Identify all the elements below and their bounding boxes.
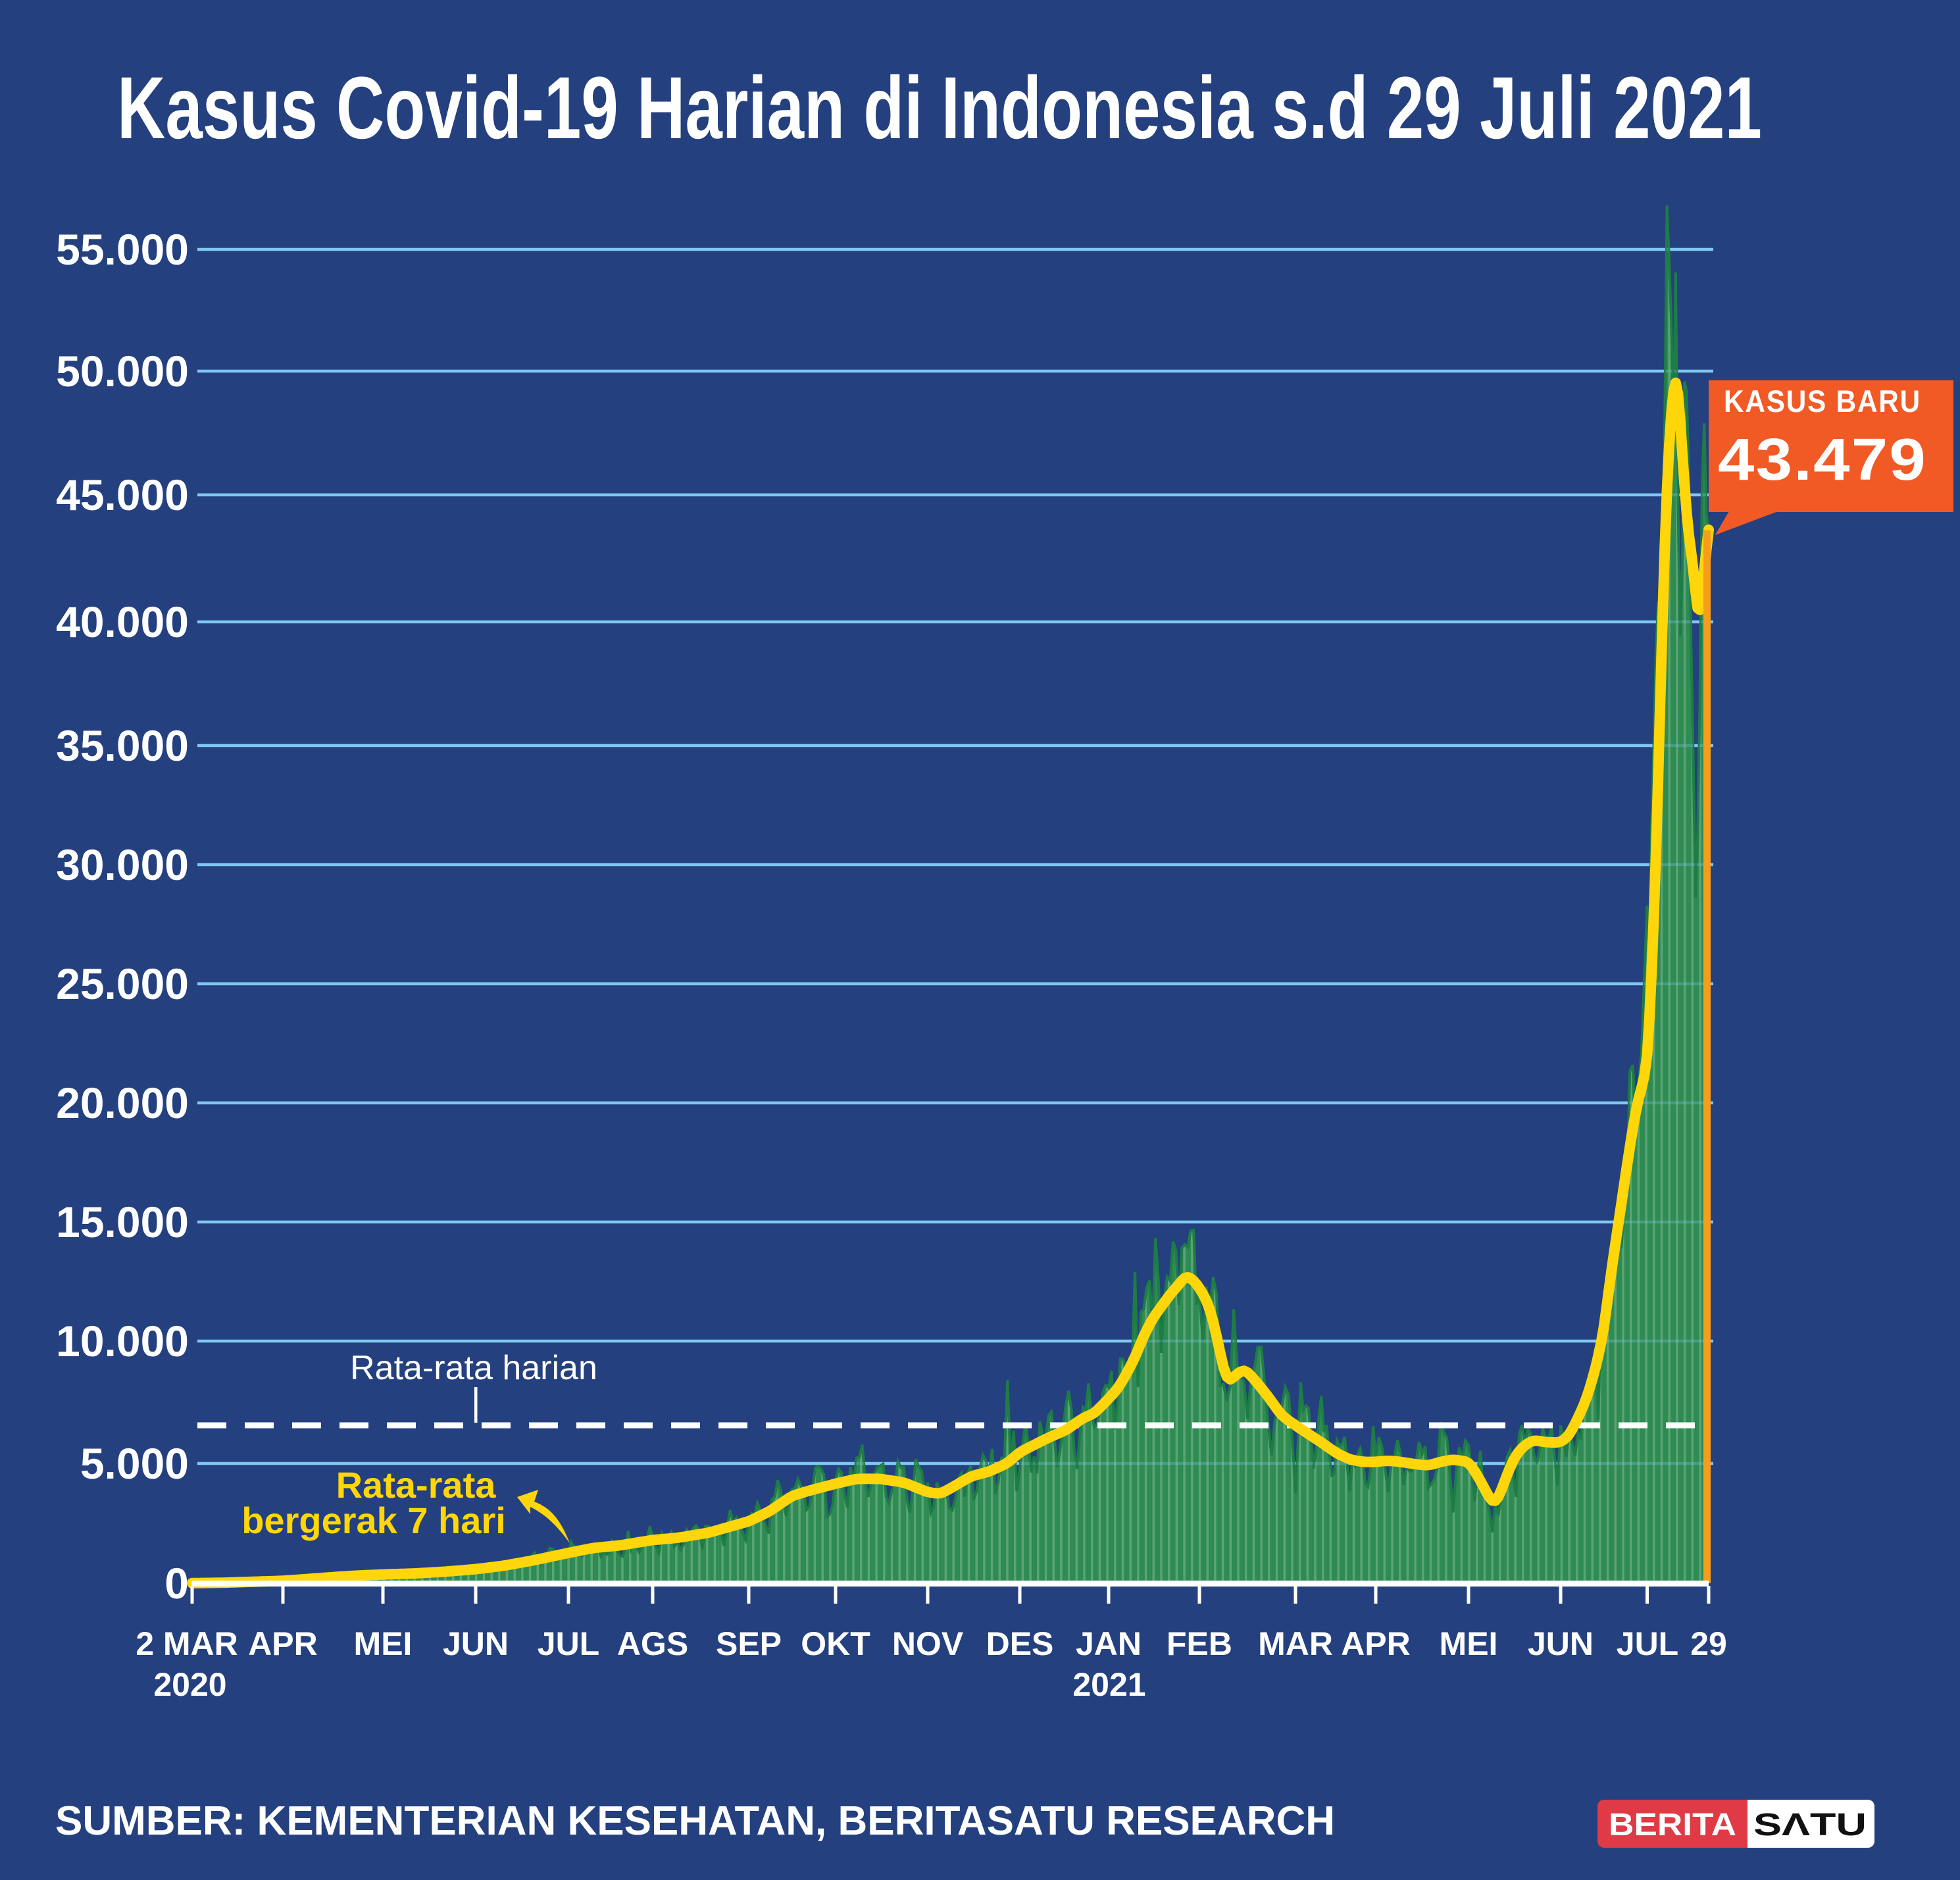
svg-text:FEB: FEB [1167,1625,1232,1662]
svg-text:50.000: 50.000 [56,347,189,395]
svg-text:20.000: 20.000 [56,1079,189,1127]
svg-text:29: 29 [1690,1625,1727,1662]
svg-text:MEI: MEI [354,1625,413,1662]
svg-text:35.000: 35.000 [56,721,189,770]
svg-text:APR: APR [248,1625,318,1662]
svg-text:BERITA: BERITA [1609,1808,1736,1842]
svg-text:JUL: JUL [538,1625,599,1662]
svg-text:Kasus Covid-19 Harian di Indon: Kasus Covid-19 Harian di Indonesia s.d 2… [117,59,1762,157]
svg-text:25.000: 25.000 [56,959,189,1008]
svg-text:45.000: 45.000 [56,470,189,519]
svg-text:40.000: 40.000 [56,597,189,646]
svg-text:SUMBER: KEMENTERIAN KESEHATAN,: SUMBER: KEMENTERIAN KESEHATAN, BERITASAT… [55,1798,1335,1844]
svg-text:Rata-rata: Rata-rata [336,1464,497,1506]
svg-text:Rata-rata harian: Rata-rata harian [350,1349,597,1387]
svg-text:JUN: JUN [1528,1625,1594,1662]
svg-text:0: 0 [164,1559,189,1608]
svg-text:MAR: MAR [1258,1625,1333,1662]
svg-text:APR: APR [1341,1625,1411,1662]
svg-text:15.000: 15.000 [56,1198,189,1246]
svg-text:5.000: 5.000 [80,1439,189,1488]
svg-text:SEP: SEP [716,1625,782,1662]
svg-text:43.479: 43.479 [1718,427,1927,493]
svg-text:OKT: OKT [801,1625,870,1662]
svg-text:AGS: AGS [617,1625,688,1662]
svg-text:10.000: 10.000 [56,1317,189,1365]
svg-text:MEI: MEI [1440,1625,1498,1662]
svg-text:JUN: JUN [443,1625,509,1662]
svg-text:JUL: JUL [1617,1625,1678,1662]
svg-text:2020: 2020 [153,1666,226,1703]
svg-text:2021: 2021 [1072,1666,1145,1703]
svg-text:KASUS BARU: KASUS BARU [1724,384,1921,419]
svg-text:DES: DES [986,1625,1054,1662]
svg-text:NOV: NOV [892,1625,964,1662]
svg-text:bergerak 7 hari: bergerak 7 hari [241,1500,506,1541]
svg-text:30.000: 30.000 [56,840,189,889]
svg-text:SΛTU: SΛTU [1753,1808,1867,1842]
svg-text:55.000: 55.000 [56,225,189,274]
svg-text:JAN: JAN [1076,1625,1142,1662]
svg-text:2 MAR: 2 MAR [136,1625,238,1662]
